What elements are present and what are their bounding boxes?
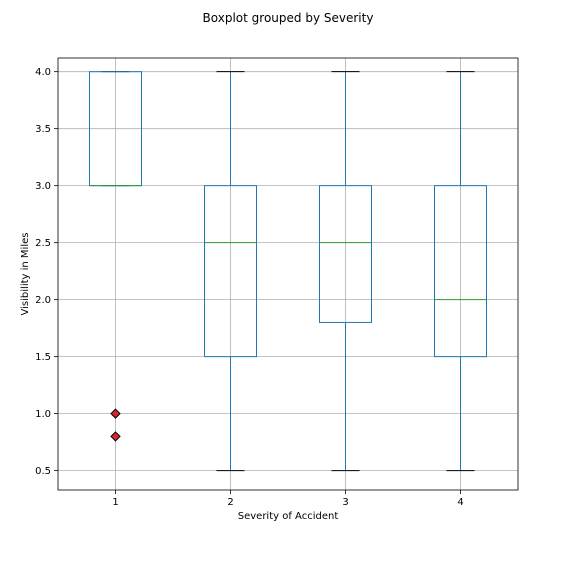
- y-tick-label: 2.0: [35, 295, 51, 306]
- y-tick-label: 3.5: [35, 124, 51, 135]
- y-tick-label: 1.0: [35, 409, 51, 420]
- x-axis-label: Severity of Accident: [238, 511, 339, 522]
- x-tick-label: 2: [227, 497, 233, 508]
- x-tick-label: 3: [342, 497, 348, 508]
- x-tick-label: 4: [457, 497, 463, 508]
- box-iqr: [204, 185, 257, 358]
- box-iqr: [434, 185, 487, 358]
- y-axis-label: Visibility in Miles: [20, 233, 31, 316]
- plot-area: 0.5 1.0 1.5 2.0 2.5 3.0 3.5 4.0 1 2 3 4: [35, 57, 519, 508]
- outlier-point: [110, 408, 121, 419]
- chart-title: Boxplot grouped by Severity: [203, 11, 374, 25]
- axes-frame: [57, 57, 519, 491]
- y-tick-label: 1.5: [35, 352, 51, 363]
- y-tick-label: 4.0: [35, 67, 51, 78]
- outlier-point: [110, 431, 121, 442]
- y-tick-label: 2.5: [35, 238, 51, 249]
- y-tick-label: 0.5: [35, 466, 51, 477]
- x-tick-label: 1: [112, 497, 118, 508]
- box-iqr: [319, 185, 372, 323]
- y-tick-label: 3.0: [35, 181, 51, 192]
